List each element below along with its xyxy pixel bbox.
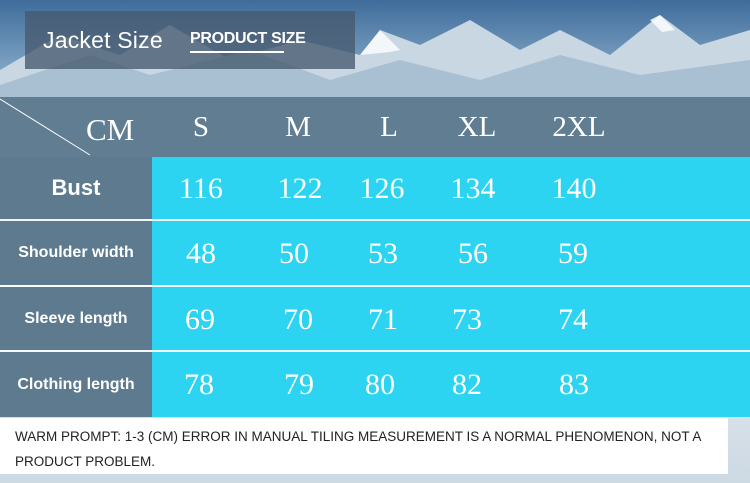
size-header-row: CM S M L XL 2XL	[0, 97, 750, 157]
value-cell: 82	[452, 368, 482, 401]
value-cell: 79	[284, 368, 314, 401]
row-divider	[0, 285, 750, 287]
size-header-m: M	[285, 111, 311, 143]
size-header-s: S	[192, 111, 210, 143]
value-cell: 83	[559, 368, 589, 401]
row-label-bust: Bust	[0, 157, 152, 219]
size-header-l: L	[380, 111, 398, 143]
table-row: Clothing length 78 79 80 82 83	[0, 352, 750, 417]
value-cell: 48	[186, 237, 216, 270]
banner-title: Jacket Size	[43, 27, 163, 53]
value-cell: 116	[179, 172, 223, 205]
size-header-xl: XL	[457, 111, 497, 143]
corner-diagonal	[0, 98, 91, 156]
value-cell: 50	[279, 237, 309, 270]
value-cell: 134	[450, 172, 496, 205]
row-values: 116 122 126 134 140	[152, 157, 750, 219]
measurement-notice: WARM PROMPT: 1-3 (CM) ERROR IN MANUAL TI…	[0, 418, 728, 474]
value-cell: 73	[452, 303, 482, 336]
row-divider	[0, 219, 750, 221]
row-divider	[0, 350, 750, 352]
table-row: Shoulder width 48 50 53 56 59	[0, 221, 750, 285]
size-header-2xl: 2XL	[552, 111, 606, 143]
banner-subtitle: PRODUCT SIZE	[190, 30, 306, 47]
unit-label: CM	[86, 112, 135, 147]
value-cell: 126	[359, 172, 405, 205]
row-values: 69 70 71 73 74	[152, 287, 750, 350]
value-cell: 140	[551, 172, 597, 205]
value-cell: 74	[558, 303, 588, 336]
value-cell: 71	[368, 303, 398, 336]
value-cell: 122	[277, 172, 323, 205]
row-values: 48 50 53 56 59	[152, 221, 750, 285]
table-row: Sleeve length 69 70 71 73 74	[0, 287, 750, 350]
notice-text: WARM PROMPT: 1-3 (CM) ERROR IN MANUAL TI…	[15, 429, 701, 469]
row-label-shoulder: Shoulder width	[0, 221, 152, 285]
value-cell: 80	[365, 368, 395, 401]
value-cell: 70	[283, 303, 313, 336]
title-banner: Jacket Size PRODUCT SIZE	[25, 11, 355, 69]
value-cell: 59	[558, 237, 588, 270]
table-row: Bust 116 122 126 134 140	[0, 157, 750, 219]
row-values: 78 79 80 82 83	[152, 352, 750, 417]
value-cell: 69	[185, 303, 215, 336]
size-table: CM S M L XL 2XL Bust 116 122 126 134 140…	[0, 97, 750, 417]
row-label-clothing: Clothing length	[0, 352, 152, 417]
row-label-sleeve: Sleeve length	[0, 287, 152, 350]
subtitle-underline	[190, 51, 284, 53]
value-cell: 53	[368, 237, 398, 270]
value-cell: 78	[184, 368, 214, 401]
value-cell: 56	[458, 237, 488, 270]
unit-corner-cell: CM	[0, 97, 152, 157]
